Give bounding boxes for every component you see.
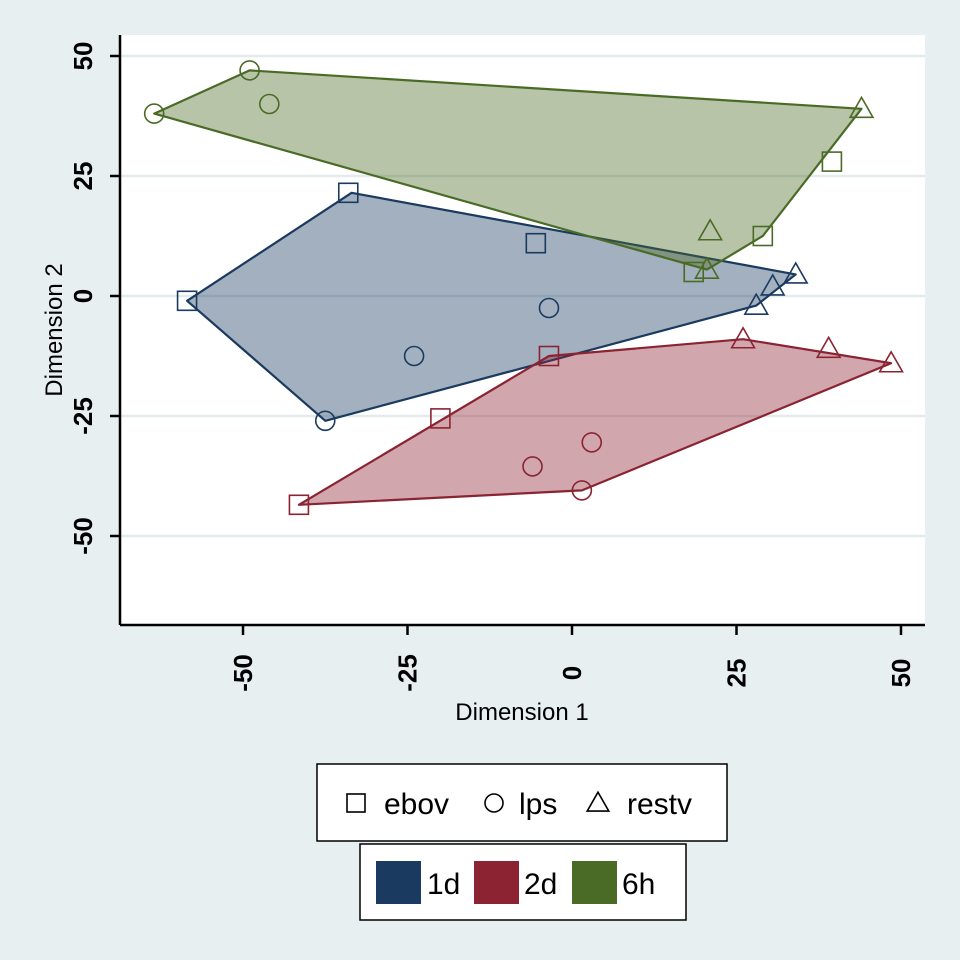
point-2d-triangle: [878, 350, 904, 373]
point-6h-triangle: [848, 95, 875, 119]
axis-ticks: -50 -25 0 25 50 -50 -25 0 25 50: [68, 42, 916, 692]
point-2d-triangle: [730, 326, 756, 349]
x-axis-title: Dimension 1: [455, 699, 588, 726]
y-axis-title: Dimension 2: [41, 263, 68, 396]
point-2d-square: [288, 494, 310, 516]
y-tick-label: -50: [68, 517, 98, 555]
data-points: [143, 60, 904, 516]
point-1d-triangle: [782, 261, 809, 284]
point-6h-square: [683, 261, 705, 283]
legend-lps-marker: [484, 793, 504, 813]
legend-restv-label: restv: [627, 788, 692, 821]
plot-region: [120, 35, 925, 625]
point-2d-circle: [522, 456, 543, 477]
point-6h-triangle: [694, 256, 720, 279]
point-6h-square: [752, 225, 774, 247]
x-tick-label: 0: [557, 666, 587, 680]
legend-6h-swatch: [572, 861, 617, 904]
x-tick-label: 25: [722, 659, 752, 688]
point-1d-circle: [314, 410, 336, 432]
legend-ebov-label: ebov: [384, 788, 449, 821]
marker-legend-frame: [316, 763, 728, 842]
marker-legend: ebov lps restv: [316, 763, 728, 842]
x-tick-label: 50: [886, 659, 916, 688]
legend-ebov-marker: [346, 793, 366, 813]
point-6h-square: [821, 151, 843, 172]
hull-1d: [186, 191, 797, 422]
legend-2d-swatch: [474, 861, 519, 904]
legend-restv-marker: [585, 790, 611, 812]
point-2d-circle: [571, 480, 593, 501]
legend-1d-swatch: [376, 861, 421, 904]
hull-6h: [153, 69, 863, 271]
point-1d-triangle: [743, 292, 770, 315]
point-6h-circle: [143, 103, 165, 124]
point-2d-square: [538, 345, 560, 367]
x-tick-label: -25: [393, 654, 423, 692]
gridlines: [120, 54, 925, 538]
hull-2d: [297, 338, 893, 506]
x-tick-label: -50: [228, 654, 258, 692]
point-6h-circle: [239, 60, 260, 81]
legend-1d-label: 1d: [427, 868, 460, 901]
point-2d-circle: [581, 432, 603, 453]
legend-lps-label: lps: [519, 788, 557, 821]
point-1d-triangle: [759, 273, 786, 296]
point-1d-square: [176, 290, 198, 312]
group-hulls: [153, 69, 893, 506]
y-tick-label: -25: [68, 397, 98, 435]
point-2d-square: [430, 408, 451, 429]
point-6h-circle: [259, 93, 280, 115]
point-1d-circle: [403, 345, 425, 367]
y-tick-label: 25: [68, 162, 98, 191]
y-tick-label: 50: [68, 42, 98, 71]
point-1d-square: [525, 232, 547, 254]
point-6h-triangle: [697, 218, 723, 241]
point-1d-circle: [538, 297, 560, 319]
color-legend: 1d 2d 6h: [359, 843, 687, 921]
y-tick-label: 0: [68, 289, 98, 303]
point-2d-triangle: [815, 335, 842, 359]
legend-2d-label: 2d: [524, 868, 557, 901]
point-1d-square: [337, 182, 359, 204]
legend-6h-label: 6h: [622, 868, 655, 901]
axes: [118, 35, 925, 627]
